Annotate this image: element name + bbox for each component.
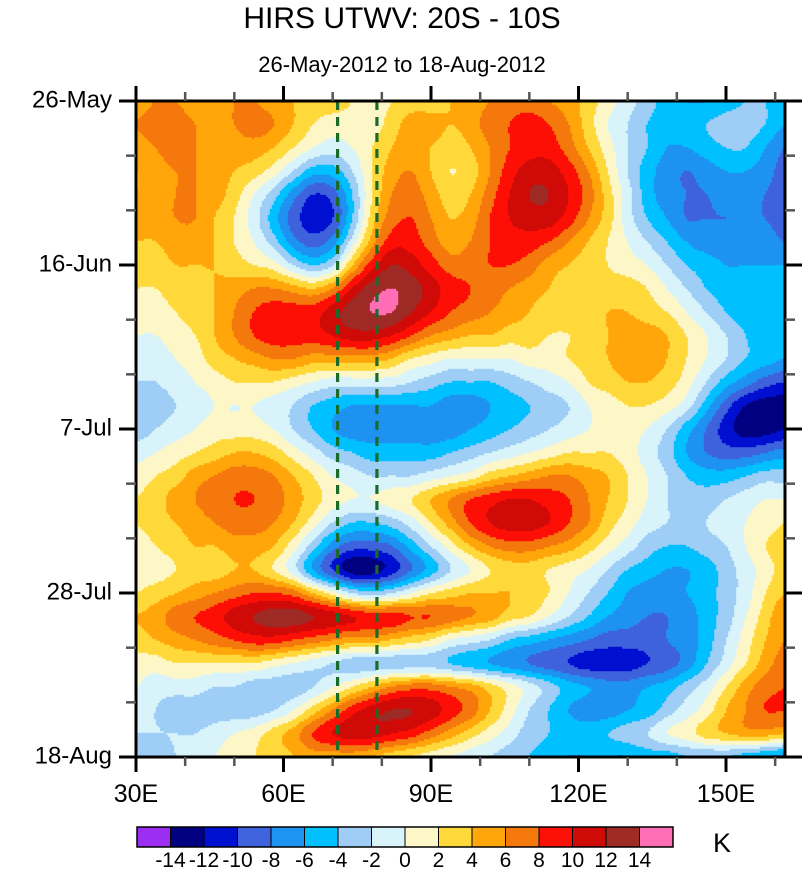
colorbar-tick-label: -6 <box>295 849 314 869</box>
contour-field <box>136 101 785 757</box>
colorbar-swatch[interactable] <box>640 827 674 847</box>
colorbar-tick-label: 8 <box>533 849 545 869</box>
colorbar-units-label: K <box>713 828 731 858</box>
colorbar-swatch[interactable] <box>171 827 205 847</box>
x-tick-label: 60E <box>261 780 305 808</box>
colorbar-tick-label: 6 <box>500 849 512 869</box>
colorbar-tick-label: 10 <box>561 849 584 869</box>
y-tick-label: 16-Jun <box>39 250 112 277</box>
colorbar-tick-label: -4 <box>329 849 348 869</box>
colorbar-swatch[interactable] <box>539 827 573 847</box>
colorbar-swatch[interactable] <box>372 827 406 847</box>
colorbar: -14 -12 -10 -8 -6 -4 -2 0 2 4 6 8 10 12 14 K <box>137 827 731 869</box>
x-tick-label: 30E <box>114 780 158 808</box>
colorbar-swatch[interactable] <box>137 827 171 847</box>
colorbar-tick-label: 14 <box>628 849 652 869</box>
colorbar-tick-label: -10 <box>222 849 252 869</box>
colorbar-swatch[interactable] <box>506 827 540 847</box>
colorbar-swatch[interactable] <box>472 827 506 847</box>
colorbar-swatch[interactable] <box>439 827 473 847</box>
colorbar-swatch[interactable] <box>238 827 272 847</box>
colorbar-tick-label: 4 <box>466 849 478 869</box>
y-tick-label: 18-Aug <box>35 742 112 769</box>
y-tick-label: 28-Jul <box>47 578 112 605</box>
colorbar-swatch[interactable] <box>204 827 238 847</box>
colorbar-tick-label: -8 <box>262 849 281 869</box>
x-tick-label: 120E <box>549 780 607 808</box>
colorbar-tick-label: 12 <box>594 849 617 869</box>
colorbar-swatch[interactable] <box>271 827 305 847</box>
colorbar-tick-label: -2 <box>362 849 381 869</box>
colorbar-swatch[interactable] <box>305 827 339 847</box>
colorbar-swatch[interactable] <box>405 827 439 847</box>
colorbar-tick-label: -12 <box>189 849 219 869</box>
y-tick-label: 26-May <box>32 86 112 113</box>
y-tick-label: 7-Jul <box>60 414 112 441</box>
colorbar-swatch[interactable] <box>338 827 372 847</box>
x-tick-label: 150E <box>697 780 755 808</box>
x-tick-label: 90E <box>409 780 453 808</box>
colorbar-swatch[interactable] <box>573 827 607 847</box>
colorbar-tick-label: 0 <box>399 849 411 869</box>
colorbar-tick-label: 2 <box>433 849 445 869</box>
colorbar-swatch[interactable] <box>606 827 640 847</box>
colorbar-tick-label: -14 <box>155 849 186 869</box>
